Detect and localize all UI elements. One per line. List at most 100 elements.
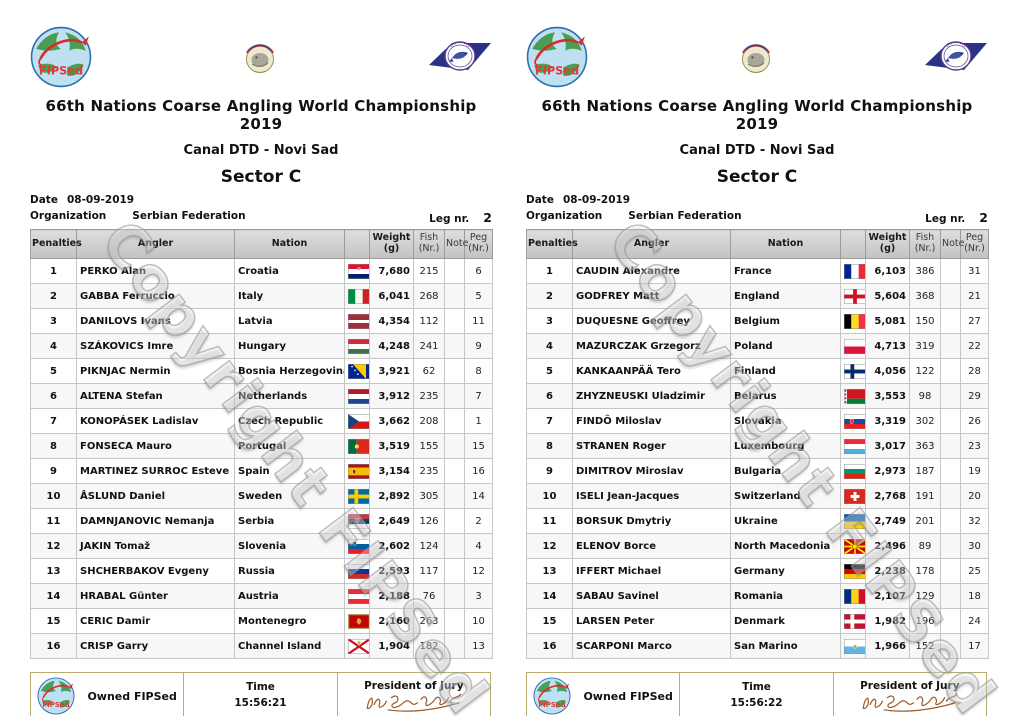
cell-angler: MARTINEZ SURROC Esteve [76, 458, 235, 484]
cell-note [940, 458, 961, 484]
sector-title: Sector C [716, 167, 798, 187]
table-row: 2 GODFREY Matt England 5,604 368 21 [526, 283, 989, 309]
footer-time-cell: Time 15:56:21 [183, 673, 336, 716]
table-row: 1 CAUDIN Alexandre France 6,103 386 31 [526, 258, 989, 284]
cell-rank: 9 [526, 458, 573, 484]
venue-subtitle: Canal DTD - Novi Sad [679, 143, 835, 158]
cell-fish: 155 [413, 433, 445, 459]
table-row: 6 ALTENA Stefan Netherlands 3,912 235 7 [30, 383, 493, 409]
cell-angler: ALTENA Stefan [76, 383, 235, 409]
cell-rank: 10 [526, 483, 573, 509]
cell-rank: 8 [30, 433, 77, 459]
cell-fish: 178 [909, 558, 941, 584]
date-value: 08-09-2019 [66, 194, 135, 206]
table-row: 9 MARTINEZ SURROC Esteve Spain 3,154 235 16 [30, 458, 493, 484]
cell-fish: 368 [909, 283, 941, 309]
result-page-1: FIPSed 66th Nations Coarse Angling World… [0, 0, 506, 716]
serbian-federation-logo-icon [738, 40, 774, 76]
fipsed-logo-icon: FIPSed [30, 26, 92, 88]
cell-angler: BORSUK Dmytriy [572, 508, 731, 534]
cell-peg: 16 [464, 458, 493, 484]
cell-weight: 2,160 [369, 608, 414, 634]
column-header-nation: Nation [730, 229, 841, 259]
cell-rank: 4 [526, 333, 573, 359]
flag-icon-serbia [344, 508, 370, 534]
cell-weight: 1,982 [865, 608, 910, 634]
cell-rank: 14 [30, 583, 77, 609]
cell-rank: 1 [30, 258, 77, 284]
cell-peg: 25 [960, 558, 989, 584]
cell-note [444, 383, 465, 409]
cell-note [940, 283, 961, 309]
cell-note [940, 383, 961, 409]
fipsed-footer-logo-icon: FIPSed [37, 677, 75, 715]
cell-rank: 16 [526, 633, 573, 659]
cell-rank: 13 [526, 558, 573, 584]
cell-nation: Slovakia [730, 408, 841, 434]
cell-nation: England [730, 283, 841, 309]
cell-rank: 9 [30, 458, 77, 484]
cell-note [940, 608, 961, 634]
footer-bar: FIPSed Owned FIPSed Time 15:56:21 Presid… [30, 672, 491, 716]
owned-label: Owned FIPSed [87, 689, 177, 703]
flag-icon-slovenia [344, 533, 370, 559]
flag-icon-poland [840, 333, 866, 359]
cell-note [444, 533, 465, 559]
cell-angler: GABBA Ferruccio [76, 283, 235, 309]
cell-weight: 1,904 [369, 633, 414, 659]
footer-president-cell: President of Jury [832, 673, 986, 716]
cell-fish: 319 [909, 333, 941, 359]
cell-peg: 12 [464, 558, 493, 584]
cell-angler: ELENOV Borce [572, 533, 731, 559]
table-row: 14 HRABAL Günter Austria 2,188 76 3 [30, 583, 493, 609]
time-value: 15:56:22 [730, 697, 783, 709]
cell-angler: SCARPONI Marco [572, 633, 731, 659]
column-header-flag [840, 229, 866, 259]
cell-rank: 11 [526, 508, 573, 534]
organization-label: Organization [526, 210, 603, 222]
cell-peg: 31 [960, 258, 989, 284]
cell-peg: 15 [464, 433, 493, 459]
column-header-weight: Weight (g) [369, 229, 414, 259]
cell-note [444, 308, 465, 334]
flag-icon-russia [344, 558, 370, 584]
flag-icon-england [840, 283, 866, 309]
cell-rank: 7 [30, 408, 77, 434]
cell-angler: KANKAANPÄÄ Tero [572, 358, 731, 384]
results-table: Penalties Angler Nation Weight (g) Fish (N… [30, 229, 493, 659]
cell-angler: KONOPÁSEK Ladislav [76, 408, 235, 434]
cell-note [444, 508, 465, 534]
cell-weight: 5,081 [865, 308, 910, 334]
cell-angler: FINDÔ Miloslav [572, 408, 731, 434]
cell-peg: 8 [464, 358, 493, 384]
flag-icon-sanmarino [840, 633, 866, 659]
cell-fish: 241 [413, 333, 445, 359]
column-header-angler: Angler [76, 229, 235, 259]
flag-icon-luxembourg [840, 433, 866, 459]
cell-fish: 126 [413, 508, 445, 534]
cell-nation: Netherlands [234, 383, 345, 409]
cell-rank: 14 [526, 583, 573, 609]
cell-fish: 196 [909, 608, 941, 634]
cell-peg: 28 [960, 358, 989, 384]
logo-row: FIPSed [526, 26, 988, 92]
president-label: President of Jury [364, 679, 464, 692]
cell-rank: 11 [30, 508, 77, 534]
flag-icon-latvia [344, 308, 370, 334]
cell-peg: 14 [464, 483, 493, 509]
flag-icon-spain [344, 458, 370, 484]
cell-note [940, 558, 961, 584]
cell-angler: ZHYZNEUSKI Uladzimir [572, 383, 731, 409]
column-header-nation: Nation [234, 229, 345, 259]
table-row: 3 DANILOVS Ivans Latvia 4,354 112 11 [30, 308, 493, 334]
cell-weight: 2,649 [369, 508, 414, 534]
cell-fish: 268 [413, 283, 445, 309]
cell-fish: 152 [909, 633, 941, 659]
cell-weight: 4,354 [369, 308, 414, 334]
cell-nation: Czech Republic [234, 408, 345, 434]
cell-weight: 2,749 [865, 508, 910, 534]
owned-label: Owned FIPSed [583, 689, 673, 703]
cell-nation: Poland [730, 333, 841, 359]
cell-note [940, 633, 961, 659]
cell-note [940, 408, 961, 434]
